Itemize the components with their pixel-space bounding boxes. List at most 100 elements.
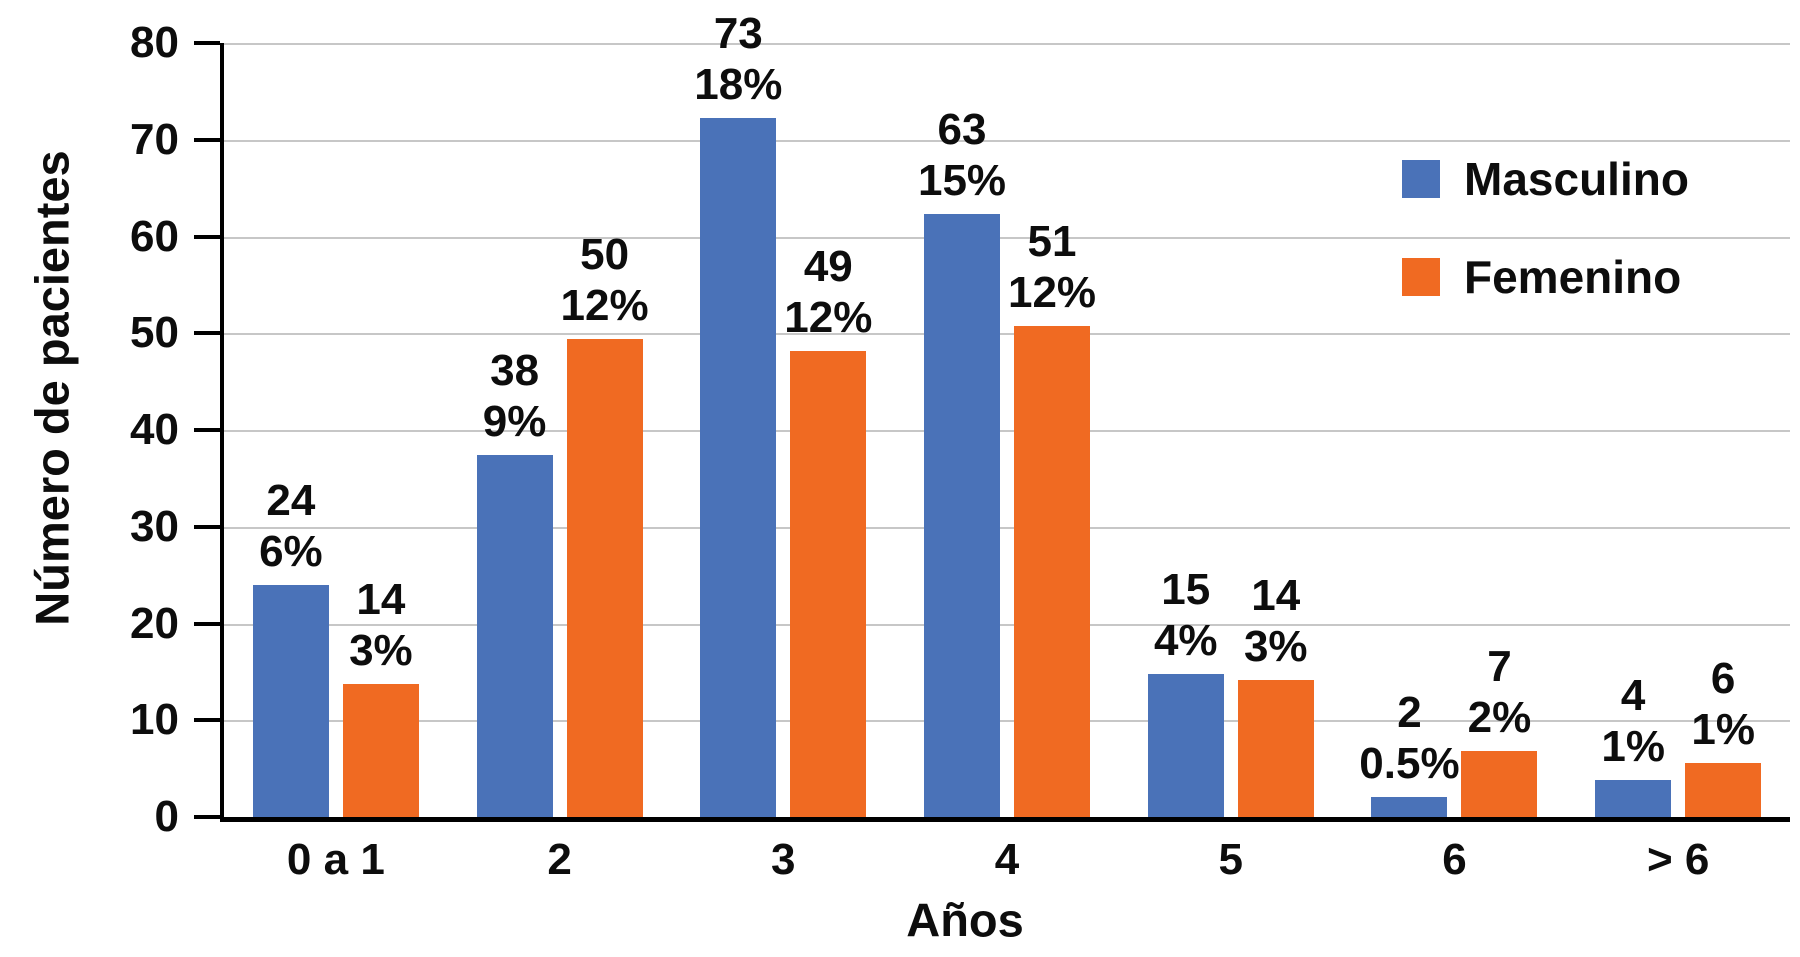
bar-label-masculino: 4 1% — [1601, 670, 1665, 772]
bar-value-label: 38 — [490, 346, 540, 396]
plot-area: 0 10 20 30 40 50 60 70 80 24 6% 14 3% 0 a 1 38 9% 50 12% 2… — [130, 9, 1790, 884]
legend-swatch-masculino — [1402, 160, 1440, 198]
bar-value-label: 24 — [266, 475, 316, 525]
legend-label-masculino: Masculino — [1464, 153, 1689, 205]
y-tick-label-60: 60 — [130, 211, 179, 261]
y-tick-mark-10 — [194, 718, 220, 723]
bar-label-masculino: 63 15% — [918, 104, 1006, 206]
bar-value-label: 73 — [713, 9, 763, 59]
bar-masculino: 63 15% — [918, 105, 1006, 817]
x-category-label: 5 — [1218, 835, 1243, 884]
bar-masculino: 73 18% — [694, 9, 782, 817]
category-group-5: 15 4% 14 3% 5 — [1119, 43, 1343, 884]
bar-value-label: 14 — [1251, 570, 1301, 620]
x-category-label: 2 — [547, 835, 572, 884]
bar-label-femenino: 49 12% — [784, 241, 872, 343]
bar-label-masculino: 15 4% — [1154, 564, 1218, 666]
bar-percent-label: 12% — [560, 281, 649, 331]
bar-value-label: 7 — [1487, 642, 1512, 692]
gridline-20 — [224, 623, 1790, 626]
legend-item-masculino: Masculino — [1402, 152, 1689, 206]
bar-percent-label: 3% — [349, 626, 413, 676]
bar-femenino: 14 3% — [342, 575, 419, 817]
bar-percent-label: 0.5% — [1359, 738, 1460, 788]
y-tick-label-50: 50 — [130, 308, 179, 358]
bar-femenino: 49 12% — [784, 242, 872, 817]
bar-percent-label: 4% — [1153, 615, 1218, 665]
bar-masculino: 38 9% — [476, 346, 553, 817]
bar-value-label: 49 — [803, 241, 853, 291]
y-tick-mark-40 — [194, 428, 220, 432]
y-tick-label-40: 40 — [130, 405, 179, 454]
y-tick-label-80: 80 — [130, 18, 179, 67]
y-tick-label-0: 0 — [154, 792, 179, 841]
bar-masculino: 4 1% — [1595, 671, 1672, 817]
bar-masculino: 24 6% — [252, 476, 329, 817]
bar-percent-label: 3% — [1243, 621, 1308, 671]
y-tick-label-30: 30 — [130, 501, 179, 551]
gridline-50 — [224, 333, 1790, 336]
y-tick-mark-70 — [194, 137, 220, 142]
bar-groups: 24 6% 14 3% 0 a 1 38 9% 50 12% 2 73 18% 49 12% 3 63 15% 5… — [224, 9, 1790, 884]
x-category-label: 3 — [771, 835, 796, 884]
bar-value-label: 6 — [1710, 653, 1736, 703]
y-tick-mark-30 — [194, 524, 220, 529]
x-category-label: > 6 — [1646, 835, 1710, 884]
bar-percent-label: 15% — [917, 156, 1007, 206]
y-tick-mark-50 — [194, 331, 220, 336]
category-group-3: 73 18% 49 12% 3 — [671, 9, 895, 884]
bar-label-femenino: 14 3% — [349, 574, 413, 676]
bar-label-femenino: 7 2% — [1468, 641, 1532, 743]
bar-percent-label: 2% — [1467, 693, 1532, 743]
bar-label-masculino: 2 0.5% — [1359, 687, 1459, 789]
gridline-10 — [224, 720, 1790, 723]
y-tick-mark-0 — [194, 815, 220, 819]
bar-value-label: 63 — [937, 105, 987, 155]
category-group-4: 63 15% 51 12% 4 — [895, 43, 1119, 884]
bar-masculino: 15 4% — [1147, 565, 1224, 817]
bar-percent-label: 18% — [694, 60, 783, 110]
y-tick-label-20: 20 — [130, 598, 179, 648]
gridline-60 — [224, 236, 1790, 239]
legend-item-femenino: Femenino — [1402, 250, 1689, 304]
x-category-label: 6 — [1442, 835, 1467, 884]
bar-value-label: 2 — [1397, 687, 1422, 737]
bar-value-label: 50 — [580, 230, 630, 279]
y-tick-label-70: 70 — [130, 114, 179, 164]
legend-label-femenino: Femenino — [1464, 251, 1682, 303]
y-tick-mark-60 — [194, 234, 220, 239]
bar-percent-label: 12% — [784, 292, 873, 342]
x-category-label: 4 — [994, 835, 1020, 884]
category-group-2: 38 9% 50 12% 2 — [448, 43, 672, 884]
bar-femenino: 51 12% — [1008, 217, 1096, 817]
gridline-40 — [224, 430, 1790, 432]
category-group-7: 4 1% 6 1% > 6 — [1566, 43, 1790, 884]
x-axis-title: Años — [906, 893, 1024, 947]
bar-label-masculino: 38 9% — [483, 345, 547, 447]
bar-label-masculino: 73 18% — [694, 8, 782, 110]
bar-femenino: 14 3% — [1237, 571, 1314, 817]
bar-percent-label: 1% — [1601, 722, 1665, 772]
legend-swatch-femenino — [1402, 258, 1440, 296]
gridline-80 — [224, 43, 1790, 45]
y-tick-label-10: 10 — [130, 695, 179, 745]
bar-percent-label: 1% — [1691, 704, 1755, 754]
bar-label-femenino: 50 12% — [561, 229, 649, 331]
bar-masculino: 2 0.5% — [1359, 688, 1460, 817]
bar-femenino: 6 1% — [1685, 654, 1762, 817]
bar-value-label: 51 — [1027, 217, 1077, 267]
bar-percent-label: 9% — [482, 397, 547, 447]
bar-value-label: 15 — [1161, 564, 1211, 614]
legend: Masculino Femenino — [1402, 152, 1689, 304]
x-axis-line — [220, 817, 1790, 822]
gridline-30 — [224, 526, 1790, 529]
x-category-label: 0 a 1 — [286, 835, 385, 884]
category-group-6: 2 0.5% 7 2% 6 — [1343, 43, 1567, 884]
bar-label-masculino: 24 6% — [259, 475, 323, 577]
y-tick-mark-80 — [194, 41, 220, 45]
bar-percent-label: 6% — [259, 526, 323, 576]
gridline-70 — [224, 139, 1790, 142]
bar-value-label: 4 — [1620, 671, 1646, 721]
bar-label-femenino: 14 3% — [1244, 570, 1308, 672]
bar-femenino: 7 2% — [1461, 642, 1538, 817]
